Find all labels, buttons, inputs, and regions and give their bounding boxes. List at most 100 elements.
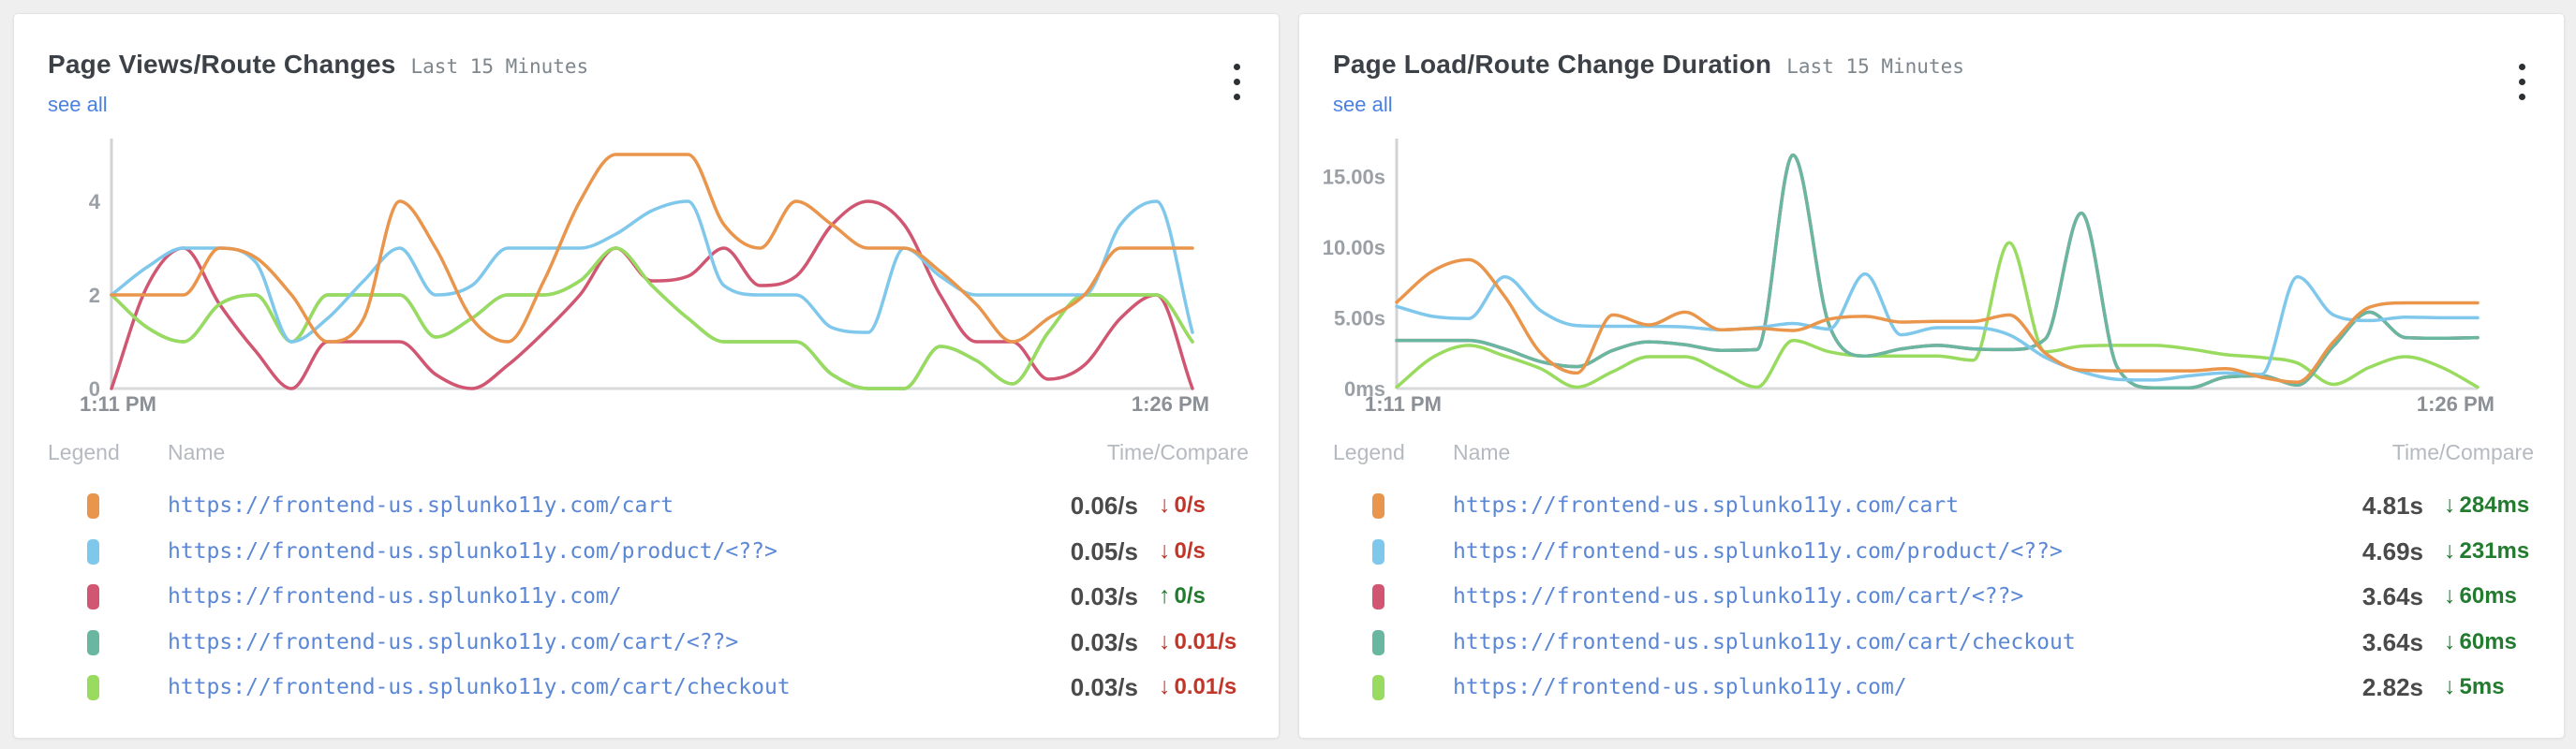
series-compare: ↓ 5ms [2444,673,2505,700]
series-line-orange [1395,257,2480,384]
see-all-link[interactable]: see all [48,93,108,116]
legend-column-header: Legend [1333,440,1405,464]
x-axis-labels: 1:11 PM 1:26 PM [1365,392,2495,417]
panel-page-views: Page Views/Route Changes Last 15 Minutes… [13,13,1280,739]
series-compare: ↓ 0.01/s [1159,673,1236,700]
legend-rows: https://frontend-us.splunko11y.com/cart 4… [1299,484,2564,712]
time-compare-column-header: Time/Compare [1106,440,1249,464]
series-compare: ↓ 0.01/s [1159,628,1236,655]
x-axis-labels: 1:11 PM 1:26 PM [80,392,1209,417]
trend-down-icon: ↓ [1159,627,1171,654]
series-compare-delta: 60ms [2459,583,2517,609]
series-url-link[interactable]: https://frontend-us.splunko11y.com/cart [168,493,674,518]
chart-canvas[interactable]: 15.00s 10.00s 5.00s 0ms [1299,122,2564,431]
trend-down-icon: ↓ [2444,627,2456,654]
y-tick-label: 4 [89,190,101,213]
legend-row[interactable]: https://frontend-us.splunko11y.com/produ… [1299,530,2564,576]
legend-row[interactable]: https://frontend-us.splunko11y.com/2.82s… [1299,666,2564,712]
series-color-marker [87,629,99,655]
y-tick-label: 2 [89,284,100,307]
panel-menu-button[interactable] [2500,57,2543,106]
y-tick-label: 5.00s [1334,306,1385,330]
series-line-teal [1395,153,2480,389]
legend-row[interactable]: https://frontend-us.splunko11y.com/cart/… [1299,621,2564,667]
series-value: 4.69s [2361,536,2423,565]
legend-row[interactable]: https://frontend-us.splunko11y.com/cart 4… [1299,484,2564,530]
legend-row[interactable]: https://frontend-us.splunko11y.com/produ… [14,530,1279,576]
series-compare-delta: 5ms [2459,674,2505,699]
series-compare-delta: 0/s [1174,583,1206,609]
legend-row[interactable]: https://frontend-us.splunko11y.com/0.03/… [14,575,1279,621]
series-compare-delta: 60ms [2459,628,2517,654]
series-url-link[interactable]: https://frontend-us.splunko11y.com/produ… [1453,538,2063,564]
panel-header: Page Views/Route Changes Last 15 Minutes [48,50,588,80]
series-color-marker [87,538,99,565]
legend-row[interactable]: https://frontend-us.splunko11y.com/cart/… [14,666,1279,712]
panel-page-load-duration: Page Load/Route Change Duration Last 15 … [1298,13,2565,739]
legend-table-header: Legend Name Time/Compare [1299,440,2564,468]
y-tick-label: 15.00s [1323,165,1385,188]
legend-rows: https://frontend-us.splunko11y.com/cart 0… [14,484,1279,712]
series-value: 0.03/s [1070,673,1138,701]
series-value: 0.06/s [1070,492,1138,520]
series-url-link[interactable]: https://frontend-us.splunko11y.com/cart/… [1453,584,2024,609]
series-line-crimson [110,199,1194,390]
chart-canvas[interactable]: 4 2 0 [14,122,1279,431]
series-line-blue [1395,272,2480,382]
series-line-blue [110,199,1194,344]
x-axis-start-label: 1:11 PM [80,392,156,416]
series-line-green [1395,241,2480,389]
x-axis-end-label: 1:26 PM [1131,392,1209,416]
page-title: Page Load/Route Change Duration [1333,50,1772,79]
time-range-label: Last 15 Minutes [1786,55,1964,78]
series-compare-delta: 0.01/s [1174,674,1237,699]
series-color-marker [87,584,99,609]
trend-down-icon: ↓ [2444,536,2456,564]
series-line-green [110,246,1194,390]
see-all-link[interactable]: see all [1333,93,1393,116]
page-title: Page Views/Route Changes [48,50,396,79]
trend-down-icon: ↓ [1159,492,1171,518]
series-url-link[interactable]: https://frontend-us.splunko11y.com/cart [1453,493,1960,518]
series-value: 2.82s [2361,673,2423,701]
trend-up-icon: ↑ [1159,582,1171,609]
trend-down-icon: ↓ [1159,536,1171,564]
series-compare: ↓ 60ms [2444,582,2517,609]
series-color-marker [87,675,99,700]
panel-menu-button[interactable] [1215,57,1258,106]
series-url-link[interactable]: https://frontend-us.splunko11y.com/cart/… [1453,629,2076,654]
series-compare-delta: 231ms [2459,537,2530,564]
trend-down-icon: ↓ [2444,582,2456,609]
series-url-link[interactable]: https://frontend-us.splunko11y.com/cart/… [168,675,791,699]
legend-row[interactable]: https://frontend-us.splunko11y.com/cart/… [1299,575,2564,621]
panel-header: Page Load/Route Change Duration Last 15 … [1333,50,1964,80]
series-compare-delta: 0/s [1174,492,1206,518]
y-tick-label: 0ms [1344,377,1385,401]
legend-row[interactable]: https://frontend-us.splunko11y.com/cart/… [14,621,1279,667]
series-line-crimson [1395,153,2480,389]
series-compare: ↓ 0/s [1159,537,1206,565]
trend-down-icon: ↓ [1159,673,1171,699]
series-url-link[interactable]: https://frontend-us.splunko11y.com/cart/… [168,629,739,654]
time-range-label: Last 15 Minutes [410,55,589,78]
name-column-header: Name [168,440,226,464]
series-color-marker [1372,675,1384,700]
series-compare: ↓ 0/s [1159,492,1206,519]
legend-row[interactable]: https://frontend-us.splunko11y.com/cart 0… [14,484,1279,530]
series-compare-delta: 284ms [2459,492,2530,518]
series-color-marker [87,493,99,519]
series-value: 4.81s [2361,492,2423,520]
y-tick-label: 10.00s [1323,236,1385,259]
series-color-marker [1372,629,1384,655]
series-value: 0.03/s [1070,627,1138,656]
trend-down-icon: ↓ [2444,492,2456,518]
time-compare-column-header: Time/Compare [2391,440,2534,464]
series-color-marker [1372,538,1384,565]
series-url-link[interactable]: https://frontend-us.splunko11y.com/produ… [168,538,777,564]
series-compare-delta: 0.01/s [1174,628,1237,654]
series-url-link[interactable]: https://frontend-us.splunko11y.com/ [1453,675,1907,699]
series-line-orange [110,153,1194,344]
name-column-header: Name [1453,440,1511,464]
series-url-link[interactable]: https://frontend-us.splunko11y.com/ [168,584,622,609]
